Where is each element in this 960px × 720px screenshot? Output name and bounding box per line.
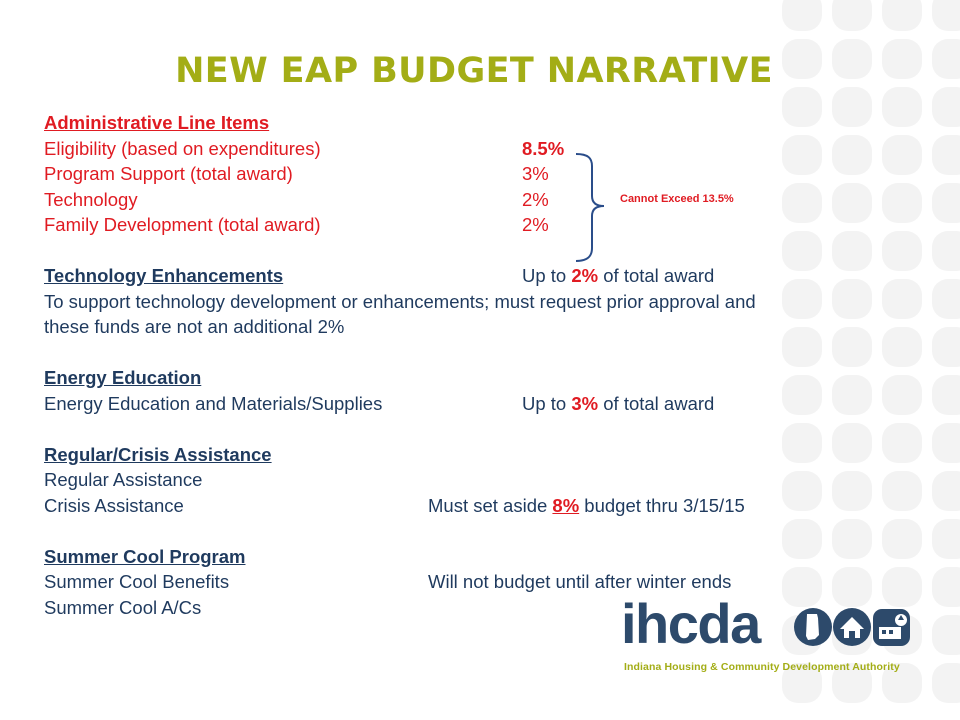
admin-item-value: 8.5%	[522, 137, 565, 159]
slide-title: NEW EAP BUDGET NARRATIVE	[175, 51, 773, 91]
admin-item-value: 2%	[522, 214, 549, 235]
logo-icons	[794, 608, 910, 646]
energy-allowance-post: of total award	[598, 392, 715, 414]
tech-description-2: these funds are not an additional 2%	[44, 316, 345, 337]
regular-assistance: Regular Assistance	[44, 469, 203, 490]
decorative-dot	[932, 423, 960, 463]
admin-heading: Administrative Line Items	[44, 112, 270, 133]
crisis-setaside-post: budget thru 3/15/15	[579, 494, 745, 516]
decorative-dot	[932, 231, 960, 271]
decorative-dot	[932, 471, 960, 511]
decorative-dot	[932, 519, 960, 559]
admin-item-label: Technology	[44, 188, 138, 210]
tech-allowance: Up to 2% of total award	[522, 263, 714, 289]
summer-benefits-row: Summer Cool Benefits Will not budget unt…	[44, 569, 904, 595]
energy-allowance-pct: 3%	[571, 392, 599, 414]
logo-wordmark: ihcda	[621, 592, 761, 655]
admin-row-technology: Technology 2%	[44, 187, 904, 213]
summer-heading: Summer Cool Program	[44, 545, 246, 567]
energy-allowance: Up to 3% of total award	[522, 391, 714, 417]
decorative-dot	[932, 135, 960, 175]
decorative-dot	[932, 279, 960, 319]
admin-row-eligibility: Eligibility (based on expenditures) 8.5%	[44, 136, 904, 162]
decorative-dot	[932, 183, 960, 223]
admin-item-label: Eligibility (based on expenditures)	[44, 137, 321, 159]
admin-item-value: 2%	[522, 188, 549, 210]
house-icon	[833, 608, 871, 646]
crisis-heading: Regular/Crisis Assistance	[44, 443, 272, 465]
tech-heading: Technology Enhancements	[44, 265, 284, 286]
decorative-dot	[932, 567, 960, 607]
admin-row-family-development: Family Development (total award) 2%	[44, 212, 904, 238]
energy-heading: Energy Education	[44, 367, 202, 388]
tech-description-1: To support technology development or enh…	[44, 290, 756, 312]
logo-subtitle: Indiana Housing & Community Development …	[624, 661, 900, 673]
indiana-state-icon	[794, 608, 832, 646]
cap-note: Cannot Exceed 13.5%	[620, 193, 734, 205]
decorative-dot	[782, 0, 822, 31]
admin-item-value: 3%	[522, 163, 549, 184]
tech-allowance-pct: 2%	[571, 265, 599, 286]
summer-acs: Summer Cool A/Cs	[44, 596, 202, 618]
budget-narrative: Administrative Line Items Eligibility (b…	[44, 110, 904, 620]
energy-line: Energy Education and Materials/Supplies	[44, 392, 383, 414]
tech-allowance-pre: Up to	[522, 265, 572, 286]
crisis-row: Crisis Assistance Must set aside 8% budg…	[44, 493, 904, 519]
crisis-assistance: Crisis Assistance	[44, 494, 184, 516]
summer-benefits-note: Will not budget until after winter ends	[428, 571, 732, 592]
energy-row: Energy Education and Materials/Supplies …	[44, 391, 904, 417]
community-building-icon	[873, 609, 910, 646]
admin-item-label: Program Support (total award)	[44, 163, 293, 184]
admin-item-label: Family Development (total award)	[44, 214, 321, 235]
tech-row: Technology Enhancements Up to 2% of tota…	[44, 263, 904, 289]
bracket-icon	[575, 153, 605, 262]
decorative-dot	[932, 87, 960, 127]
tech-allowance-post: of total award	[598, 265, 715, 286]
decorative-dot	[832, 0, 872, 31]
crisis-setaside-pre: Must set aside	[428, 494, 553, 516]
summer-benefits: Summer Cool Benefits	[44, 571, 230, 592]
decorative-dot	[932, 375, 960, 415]
crisis-setaside-pct: 8%	[552, 494, 580, 516]
decorative-dot	[882, 0, 922, 31]
ihcda-logo: ihcda Indiana Housing & Community Develo…	[621, 592, 921, 677]
admin-row-program-support: Program Support (total award) 3%	[44, 161, 904, 187]
decorative-dot	[932, 327, 960, 367]
crisis-setaside: Must set aside 8% budget thru 3/15/15	[428, 493, 745, 519]
energy-allowance-pre: Up to	[522, 392, 572, 414]
decorative-dot	[932, 0, 960, 31]
decorative-dot	[932, 663, 960, 703]
decorative-dot	[932, 615, 960, 655]
